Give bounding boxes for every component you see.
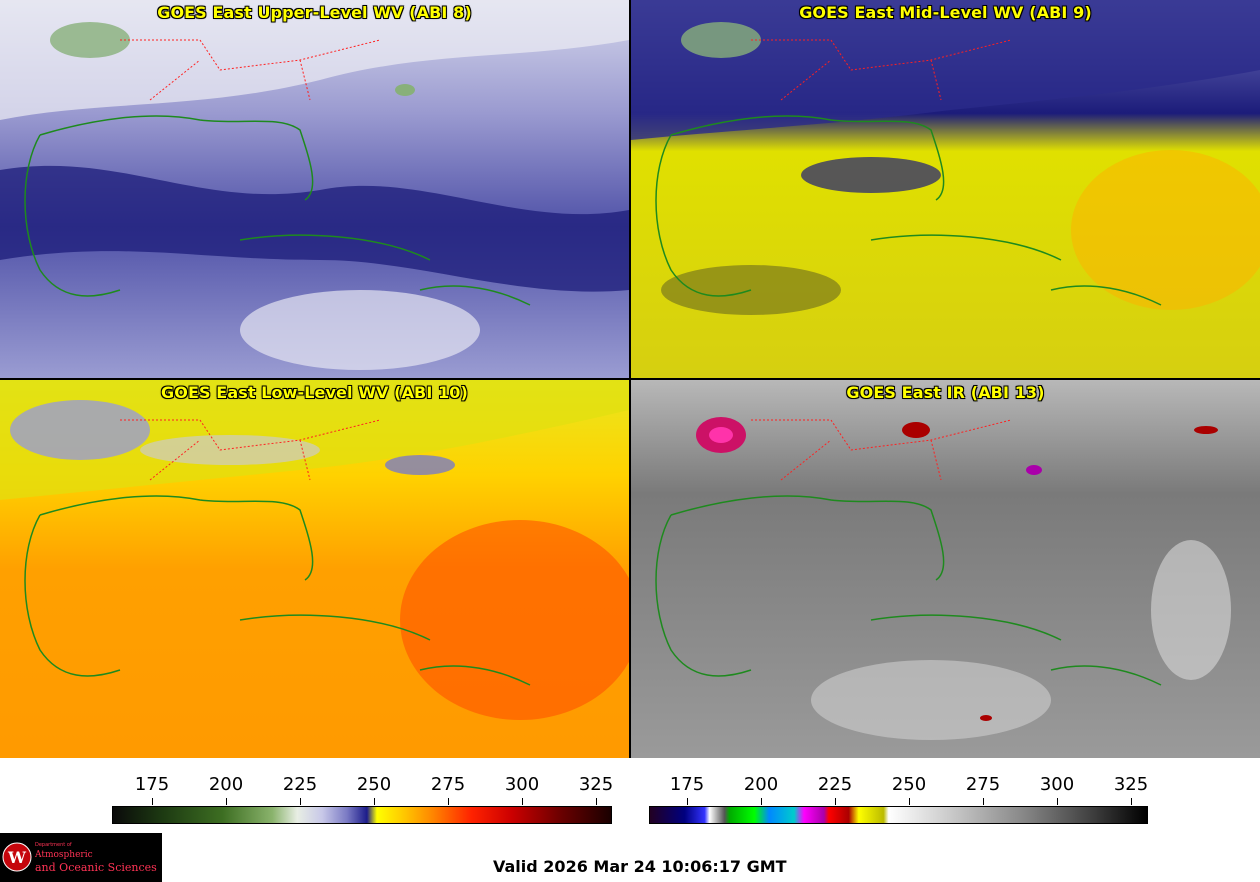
tick-label: 300: [504, 774, 540, 795]
upper-level-wv-imagery: [0, 0, 629, 378]
low-level-wv-imagery: [0, 380, 629, 758]
tick-mark: [448, 798, 449, 805]
wv-colorbar-tick-labels: 175 200 225 250 275 300 325: [112, 774, 614, 798]
tick-mark: [835, 798, 836, 805]
tick-mark: [761, 798, 762, 805]
tick-label: 275: [965, 774, 1001, 795]
mid-level-wv-panel: GOES East Mid-Level WV (ABI 9): [631, 0, 1260, 378]
tick-label: 300: [1039, 774, 1075, 795]
tick-label: 250: [356, 774, 392, 795]
aos-logo[interactable]: W Department of Atmospheric and Oceanic …: [0, 833, 162, 882]
panel-title: GOES East Low-Level WV (ABI 10): [161, 383, 468, 402]
tick-mark: [226, 798, 227, 805]
svg-text:W: W: [7, 848, 27, 867]
tick-label: 325: [1113, 774, 1149, 795]
ir-colorbar-gradient: [649, 806, 1148, 824]
panel-title: GOES East Mid-Level WV (ABI 9): [799, 3, 1092, 22]
tick-mark: [1131, 798, 1132, 805]
tick-mark: [152, 798, 153, 805]
tick-label: 225: [282, 774, 318, 795]
ir-colorbar-tick-marks: [649, 798, 1148, 806]
tick-mark: [687, 798, 688, 805]
logo-oceanic-text: and Oceanic Sciences: [35, 861, 157, 874]
upper-level-wv-panel: GOES East Upper-Level WV (ABI 8): [0, 0, 629, 378]
panel-title: GOES East Upper-Level WV (ABI 8): [157, 3, 472, 22]
ir-colorbar: 175 200 225 250 275 300 325: [649, 774, 1148, 828]
tick-label: 175: [669, 774, 705, 795]
valid-time: Valid 2026 Mar 24 10:06:17 GMT: [493, 857, 787, 876]
tick-label: 250: [891, 774, 927, 795]
ir-panel: GOES East IR (ABI 13): [631, 380, 1260, 758]
tick-mark: [300, 798, 301, 805]
tick-label: 325: [578, 774, 614, 795]
tick-mark: [374, 798, 375, 805]
tick-label: 275: [430, 774, 466, 795]
tick-label: 200: [208, 774, 244, 795]
tick-label: 225: [817, 774, 853, 795]
tick-mark: [1057, 798, 1058, 805]
tick-mark: [909, 798, 910, 805]
satellite-image-grid: GOES East Upper-Level WV (ABI 8): [0, 0, 1260, 758]
logo-department-text: Department of: [35, 842, 72, 848]
tick-mark: [522, 798, 523, 805]
mid-level-wv-imagery: [631, 0, 1260, 378]
tick-label: 200: [743, 774, 779, 795]
ir-imagery: [631, 380, 1260, 758]
uw-crest-icon: W: [2, 842, 32, 872]
wv-colorbar-gradient: [112, 806, 612, 824]
low-level-wv-panel: GOES East Low-Level WV (ABI 10): [0, 380, 629, 758]
tick-mark: [983, 798, 984, 805]
wv-colorbar-tick-marks: [112, 798, 612, 806]
tick-mark: [596, 798, 597, 805]
ir-colorbar-tick-labels: 175 200 225 250 275 300 325: [649, 774, 1148, 798]
panel-title: GOES East IR (ABI 13): [846, 383, 1045, 402]
tick-label: 175: [134, 774, 170, 795]
logo-atmospheric-text: Atmospheric: [35, 850, 93, 860]
wv-colorbar: 175 200 225 250 275 300 325: [112, 774, 614, 828]
